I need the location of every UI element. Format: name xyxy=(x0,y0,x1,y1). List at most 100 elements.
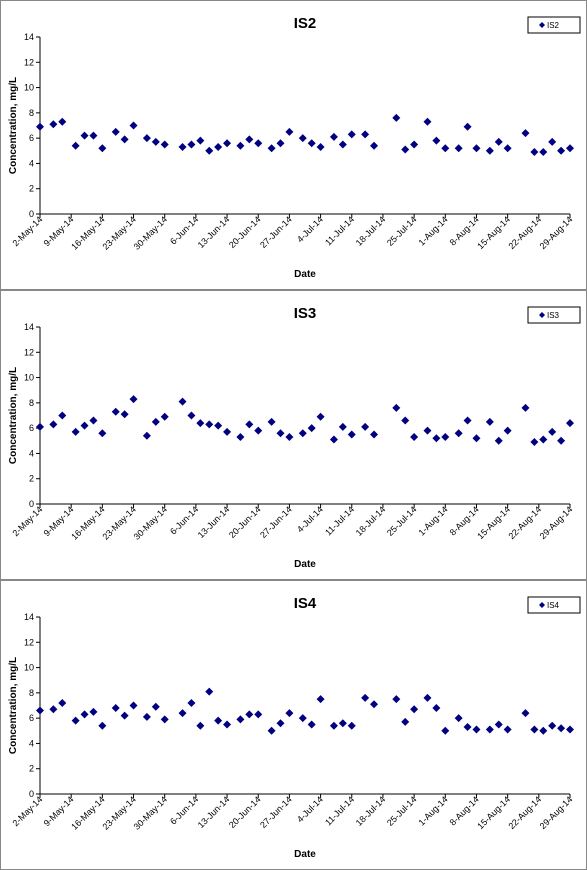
data-point xyxy=(160,715,169,724)
data-point xyxy=(494,720,503,729)
data-point xyxy=(370,700,379,709)
y-tick-label: 10 xyxy=(24,83,34,93)
data-point xyxy=(530,725,539,734)
data-point xyxy=(401,145,410,154)
data-point xyxy=(432,434,441,443)
data-point xyxy=(454,144,463,153)
data-point xyxy=(338,140,347,149)
data-point xyxy=(370,430,379,439)
data-point xyxy=(423,693,432,702)
x-axis-label: Date xyxy=(294,849,316,860)
data-point xyxy=(205,420,214,429)
data-point xyxy=(298,429,307,438)
data-point xyxy=(298,134,307,143)
data-point xyxy=(49,420,58,429)
legend: IS3 xyxy=(527,306,581,324)
data-point xyxy=(120,410,129,419)
data-point xyxy=(557,146,566,155)
data-point xyxy=(160,140,169,149)
legend: IS4 xyxy=(527,596,581,614)
y-axis-label: Concentration, mg/L xyxy=(8,657,19,754)
data-point xyxy=(392,113,401,122)
data-point xyxy=(503,144,512,153)
data-point xyxy=(111,407,120,416)
chart-title: IS4 xyxy=(294,595,317,612)
data-point xyxy=(196,419,205,428)
data-point xyxy=(151,702,160,711)
data-point xyxy=(71,716,80,725)
data-point xyxy=(548,137,557,146)
data-point xyxy=(539,726,548,735)
data-point xyxy=(214,421,223,430)
data-point xyxy=(98,429,107,438)
data-point xyxy=(463,722,472,731)
data-point xyxy=(485,725,494,734)
data-point xyxy=(494,436,503,445)
panel-border xyxy=(0,290,587,580)
x-axis-label: Date xyxy=(294,269,316,280)
data-point xyxy=(347,721,356,730)
data-point xyxy=(89,131,98,140)
data-point xyxy=(151,417,160,426)
legend-marker xyxy=(539,602,545,608)
data-point xyxy=(205,146,214,155)
data-point xyxy=(441,726,450,735)
data-point xyxy=(347,430,356,439)
data-point xyxy=(432,136,441,145)
data-point xyxy=(142,431,151,440)
data-point xyxy=(214,142,223,151)
y-tick-label: 0 xyxy=(29,209,34,219)
data-point xyxy=(401,416,410,425)
panel-border xyxy=(0,580,587,870)
y-tick-label: 4 xyxy=(29,448,34,458)
data-point xyxy=(98,721,107,730)
chart-panel: IS4024681012142-May-149-May-1416-May-142… xyxy=(0,580,587,870)
data-point xyxy=(196,721,205,730)
data-point xyxy=(120,135,129,144)
data-point xyxy=(254,710,263,719)
data-point xyxy=(338,719,347,728)
data-point xyxy=(557,436,566,445)
data-point xyxy=(89,707,98,716)
data-point xyxy=(410,432,419,441)
legend-box xyxy=(527,306,581,324)
legend-box xyxy=(527,16,581,34)
data-point xyxy=(361,422,370,431)
y-tick-label: 2 xyxy=(29,764,34,774)
data-point xyxy=(187,411,196,420)
y-tick-label: 14 xyxy=(24,322,34,332)
data-point xyxy=(521,709,530,718)
data-point xyxy=(347,130,356,139)
data-point xyxy=(245,420,254,429)
y-tick-label: 2 xyxy=(29,184,34,194)
data-point xyxy=(566,144,574,153)
data-point xyxy=(432,704,441,713)
chart-title: IS3 xyxy=(294,305,317,322)
data-point xyxy=(129,395,138,404)
data-point xyxy=(36,122,44,131)
data-point xyxy=(129,701,138,710)
y-tick-label: 14 xyxy=(24,32,34,42)
data-point xyxy=(178,397,187,406)
data-point xyxy=(71,427,80,436)
data-point xyxy=(187,698,196,707)
data-point xyxy=(178,142,187,151)
data-point xyxy=(316,142,325,151)
data-point xyxy=(423,117,432,126)
data-point xyxy=(566,419,574,428)
data-point xyxy=(521,403,530,412)
data-point xyxy=(472,725,481,734)
data-point xyxy=(142,134,151,143)
data-point xyxy=(111,127,120,136)
data-point xyxy=(463,122,472,131)
data-point xyxy=(392,403,401,412)
y-tick-label: 14 xyxy=(24,612,34,622)
data-point xyxy=(441,432,450,441)
data-point xyxy=(160,412,169,421)
y-tick-label: 4 xyxy=(29,738,34,748)
y-tick-label: 6 xyxy=(29,133,34,143)
y-tick-label: 10 xyxy=(24,663,34,673)
data-point xyxy=(276,719,285,728)
data-point xyxy=(267,144,276,153)
data-point xyxy=(196,136,205,145)
